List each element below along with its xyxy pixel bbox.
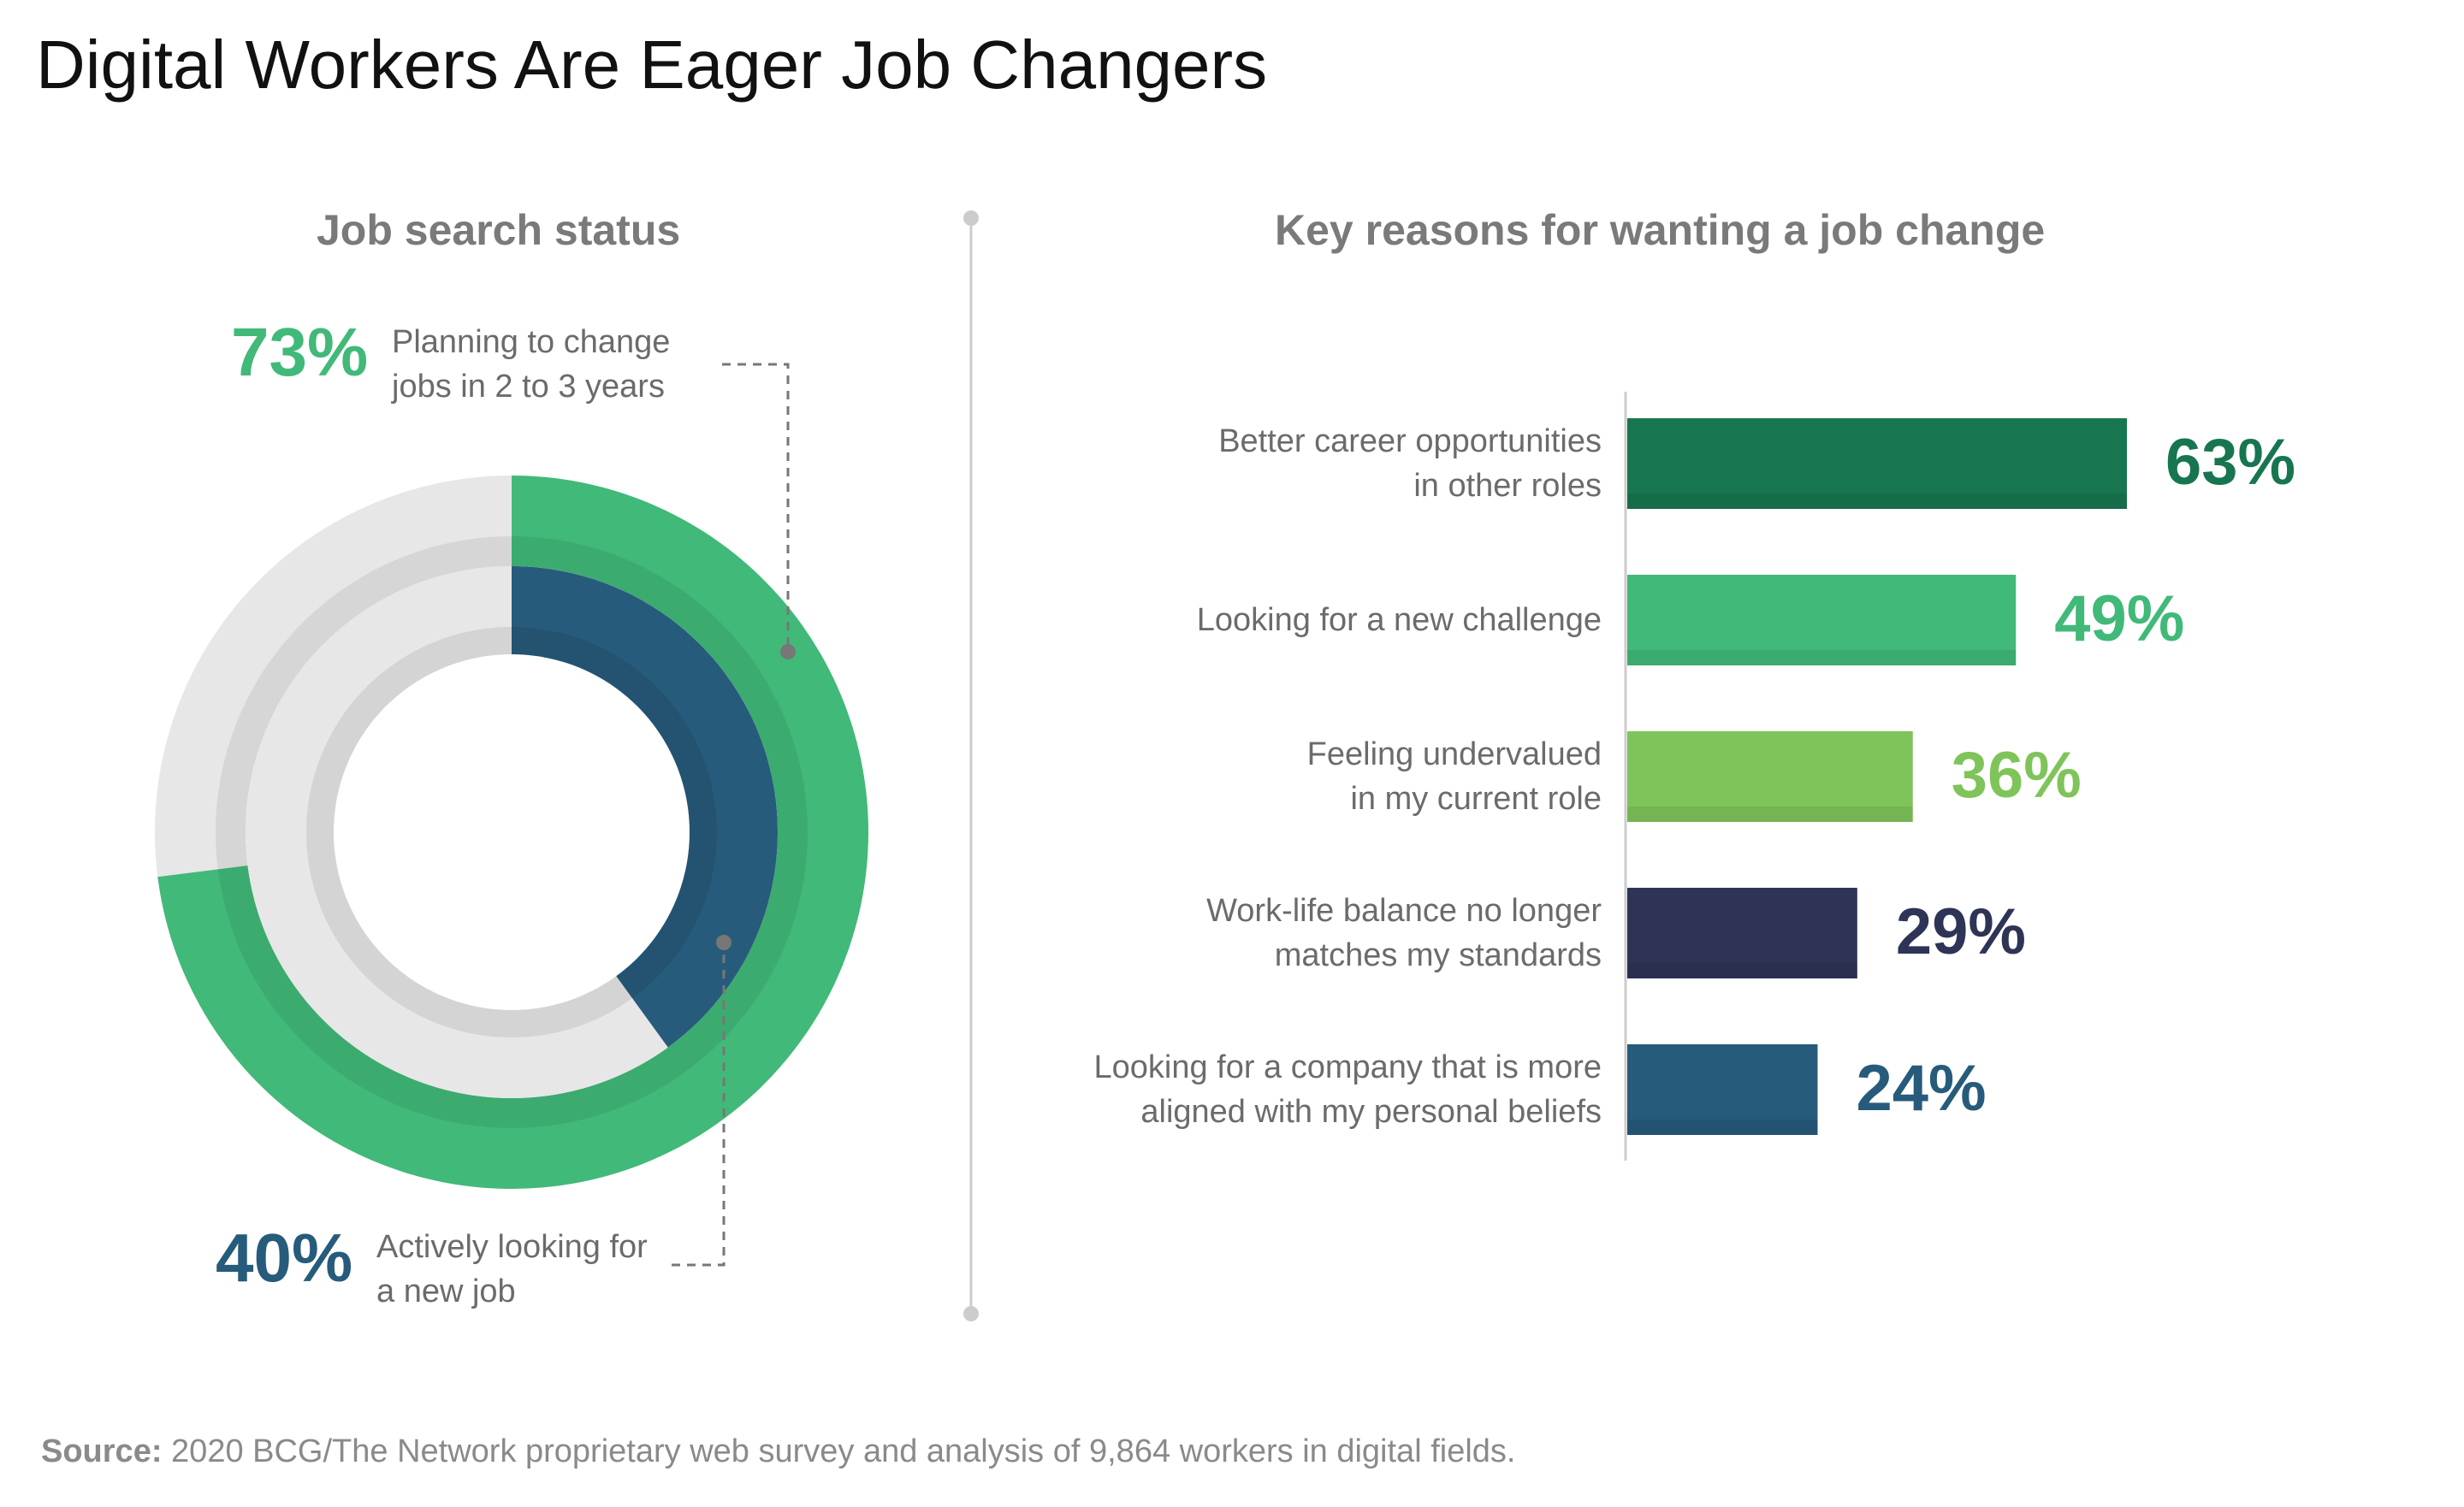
bar-value-label: 36% — [1951, 739, 2082, 812]
actively-looking-label: Actively looking for a new job — [376, 1229, 648, 1309]
bar-category-label: Looking for a new challenge — [900, 598, 1602, 642]
active-leader-dot — [716, 935, 732, 950]
planning-leader-dot — [780, 644, 796, 659]
bar-category-label: Better career opportunities in other role… — [900, 419, 1602, 508]
bar-category-label-line: Looking for a new challenge — [1196, 602, 1602, 638]
donut-title: Job search status — [317, 206, 681, 254]
source-label: Source: — [41, 1433, 163, 1469]
bar-value-label: 24% — [1856, 1052, 1987, 1125]
bar-category-label-line: Looking for a company that is more — [1093, 1049, 1602, 1085]
inner-ring-active-arc — [512, 566, 779, 1048]
bar-category-label: Work-life balance no longer matches my st… — [900, 889, 1602, 978]
bar-category-label-line: aligned with my personal beliefs — [1140, 1094, 1602, 1130]
bar-shadow-3 — [1627, 807, 1913, 822]
bar-5 — [1627, 1044, 1818, 1135]
bar-3 — [1627, 731, 1913, 822]
bar-shadow-5 — [1627, 1120, 1818, 1135]
bar-value-label: 29% — [1895, 895, 2026, 968]
bar-category-label: Feeling undervalued in my current role — [900, 732, 1602, 821]
active-leader-line — [672, 943, 726, 1267]
page-title: Digital Workers Are Eager Job Changers — [36, 27, 1268, 103]
bar-category-label-line: matches my standards — [1274, 937, 1602, 973]
bar-4 — [1627, 888, 1857, 978]
divider-bottom-dot — [963, 1306, 979, 1321]
planning-value: 73% — [231, 314, 369, 390]
bar-shadow-4 — [1627, 963, 1857, 978]
source-note: Source: 2020 BCG/The Network proprietary… — [41, 1433, 1515, 1470]
source-text: 2020 BCG/The Network proprietary web sur… — [171, 1433, 1516, 1469]
bar-category-label-line: Better career opportunities — [1218, 423, 1602, 459]
bar-category-label-line: in my current role — [1350, 781, 1602, 817]
bar-shadow-1 — [1627, 493, 2128, 509]
bar-value-label: 63% — [2165, 426, 2296, 499]
inner-ring-shadow — [305, 627, 717, 1037]
bar-category-label-line: Work-life balance no longer — [1206, 893, 1602, 929]
actively-looking-value: 40% — [216, 1220, 353, 1296]
divider-top-dot — [963, 210, 979, 226]
bar-category-label-line: Feeling undervalued — [1306, 736, 1602, 772]
bar-category-label: Looking for a company that is more aligne… — [900, 1045, 1602, 1134]
bar-chart-title: Key reasons for wanting a job change — [1275, 206, 2046, 254]
planning-leader-line — [722, 363, 790, 652]
planning-label: Planning to change jobs in 2 to 3 years — [392, 324, 671, 405]
bar-1 — [1627, 418, 2128, 509]
bar-category-label-line: in other roles — [1413, 468, 1602, 504]
bar-value-label: 49% — [2054, 582, 2185, 655]
bar-shadow-2 — [1627, 650, 2017, 665]
bar-2 — [1627, 575, 2017, 665]
